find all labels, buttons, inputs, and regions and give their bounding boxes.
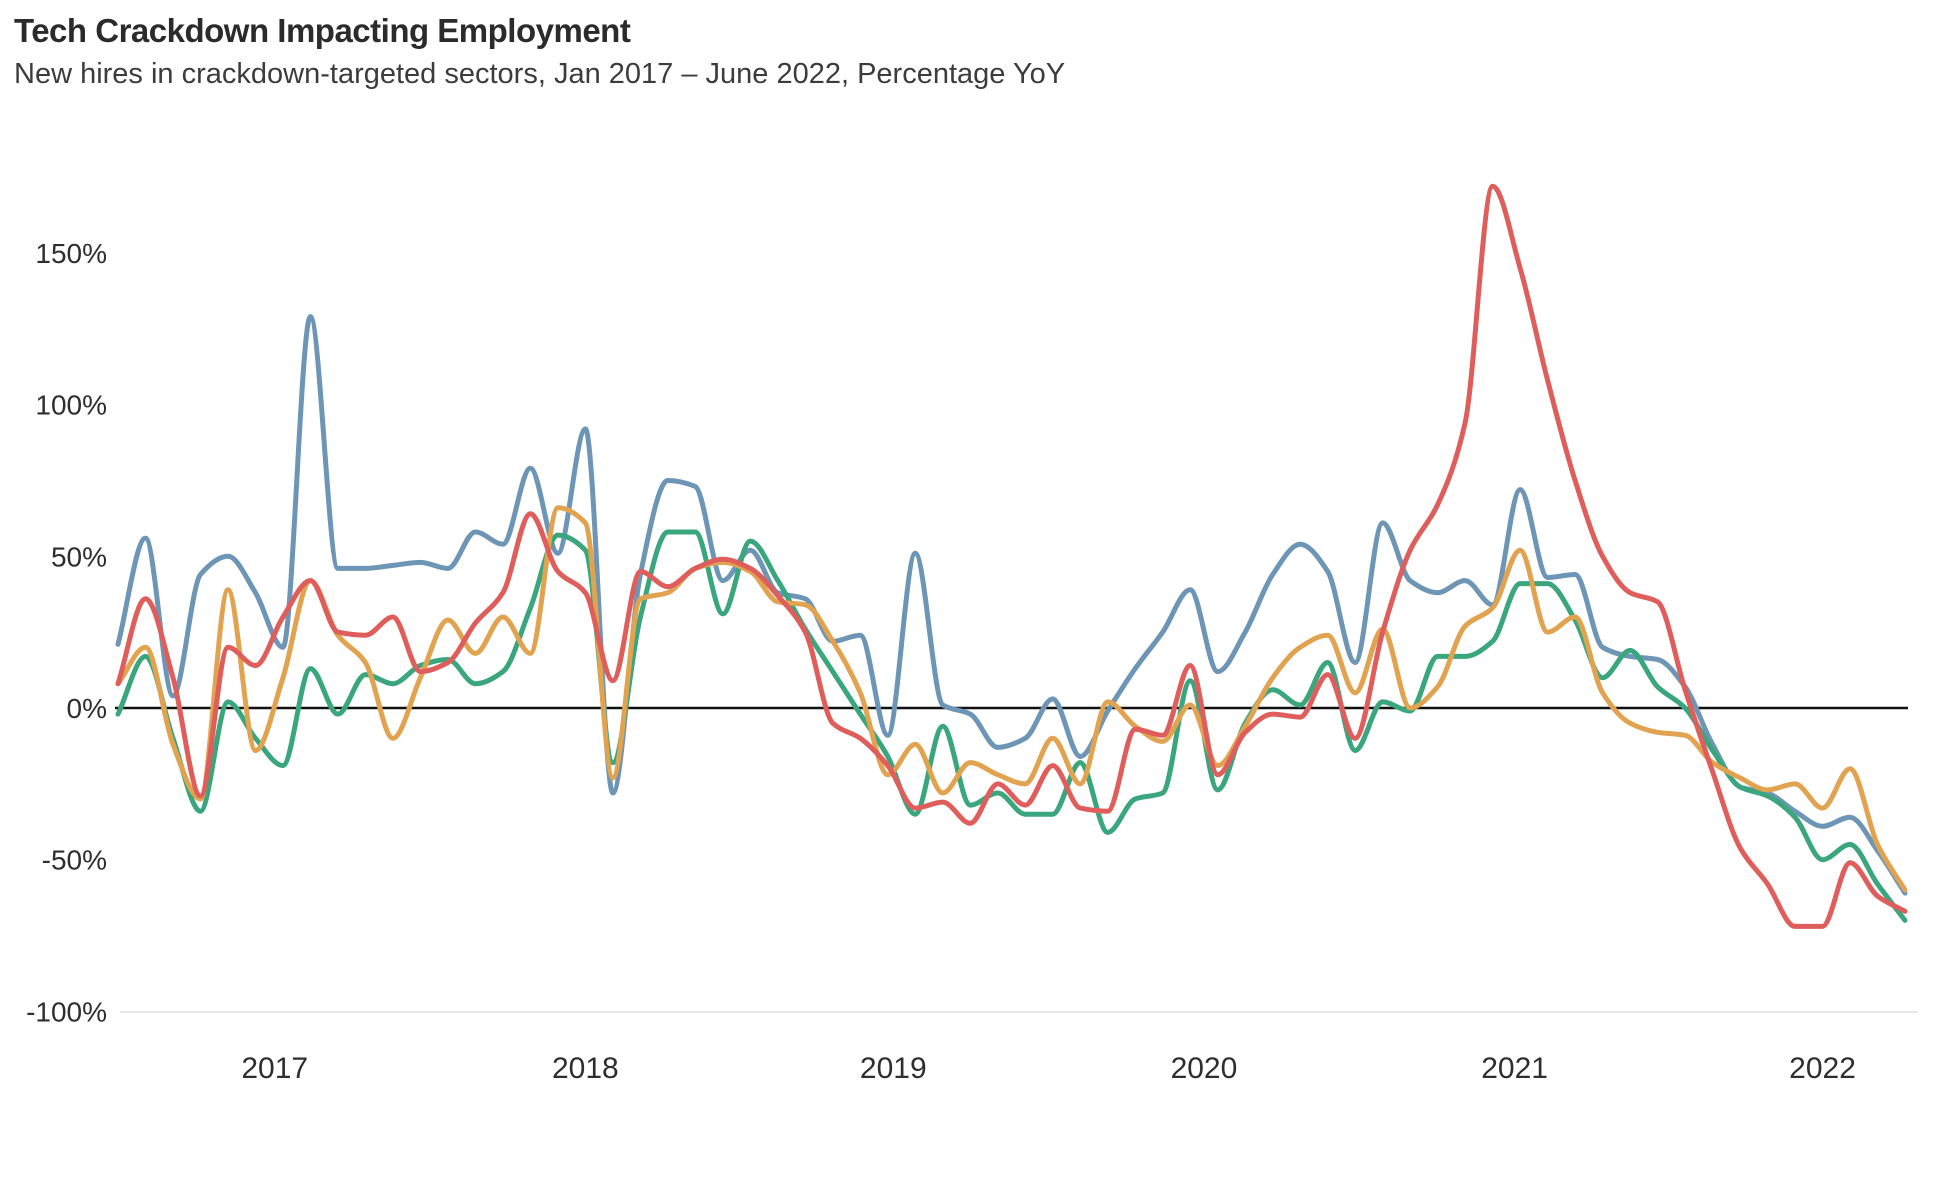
x-axis-labels: 2017 2018 2019 2020 2021 2022 <box>241 1052 1856 1085</box>
y-tick-label: -50% <box>42 845 107 876</box>
x-tick-label: 2019 <box>860 1052 927 1085</box>
series-line-green <box>115 529 1908 923</box>
y-tick-label: -100% <box>26 996 107 1027</box>
x-tick-label: 2022 <box>1789 1052 1856 1085</box>
y-axis-labels: 150% 100% 50% 0% -50% -100% <box>26 238 107 1028</box>
y-tick-label: 0% <box>67 693 107 724</box>
x-tick-label: 2018 <box>552 1052 619 1085</box>
chart-title: Tech Crackdown Impacting Employment <box>14 12 631 49</box>
gridlines <box>115 706 1918 1013</box>
series-line-blue <box>115 314 1908 896</box>
x-tick-label: 2017 <box>241 1052 308 1085</box>
x-tick-label: 2020 <box>1171 1052 1238 1085</box>
series-line-orange <box>115 505 1908 893</box>
y-tick-label: 150% <box>35 238 107 269</box>
chart-subtitle: New hires in crackdown-targeted sectors,… <box>14 58 1066 90</box>
y-tick-label: 50% <box>51 541 107 572</box>
series-lines <box>115 183 1908 929</box>
x-tick-label: 2021 <box>1481 1052 1548 1085</box>
y-tick-label: 100% <box>35 390 107 421</box>
series-line-red <box>115 183 1908 929</box>
